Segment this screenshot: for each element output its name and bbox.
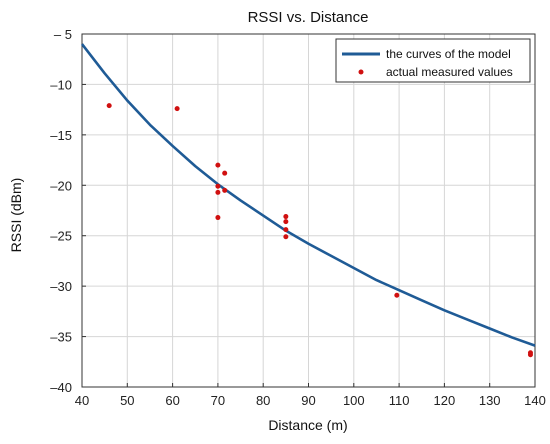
x-tick-label: 100	[343, 393, 365, 408]
y-tick-label: –25	[50, 229, 72, 244]
x-tick-label: 130	[479, 393, 501, 408]
x-tick-label: 140	[524, 393, 546, 408]
x-tick-label: 90	[301, 393, 315, 408]
y-tick-label: – 5	[54, 27, 72, 42]
y-axis-label: RSSI (dBm)	[8, 178, 24, 253]
measured-point	[174, 106, 180, 112]
measured-point	[215, 189, 221, 195]
measured-point	[215, 183, 221, 189]
measured-point	[394, 292, 400, 298]
y-tick-label: –35	[50, 330, 72, 345]
y-tick-label: –30	[50, 279, 72, 294]
measured-point	[283, 219, 289, 225]
measured-point	[106, 103, 112, 109]
measured-point	[283, 234, 289, 240]
x-tick-label: 60	[165, 393, 179, 408]
chart-title: RSSI vs. Distance	[248, 9, 369, 26]
x-tick-label: 50	[120, 393, 134, 408]
legend-box	[335, 38, 531, 83]
model-curve	[80, 43, 536, 347]
x-tick-label: 70	[211, 393, 225, 408]
y-tick-label: –15	[50, 128, 72, 143]
measured-point	[527, 352, 533, 358]
legend-dot-swatch	[358, 69, 364, 75]
y-tick-label: –20	[50, 178, 72, 193]
x-tick-label: 110	[389, 393, 410, 408]
x-tick-label: 120	[434, 393, 456, 408]
measured-point	[215, 215, 221, 221]
y-tick-label: –10	[50, 77, 72, 92]
x-tick-label: 40	[75, 393, 89, 408]
measured-point	[283, 227, 289, 233]
measured-point	[215, 162, 221, 168]
legend-label-measured: actual measured values	[386, 65, 513, 79]
legend-label-model: the curves of the model	[386, 47, 511, 61]
x-tick-label: 80	[256, 393, 270, 408]
x-axis-label: Distance (m)	[268, 417, 347, 433]
measured-point	[222, 187, 228, 193]
measured-point	[283, 214, 289, 220]
y-tick-label: –40	[50, 380, 72, 395]
measured-point	[222, 170, 228, 176]
legend: the curves of the model actual measured …	[335, 38, 531, 83]
